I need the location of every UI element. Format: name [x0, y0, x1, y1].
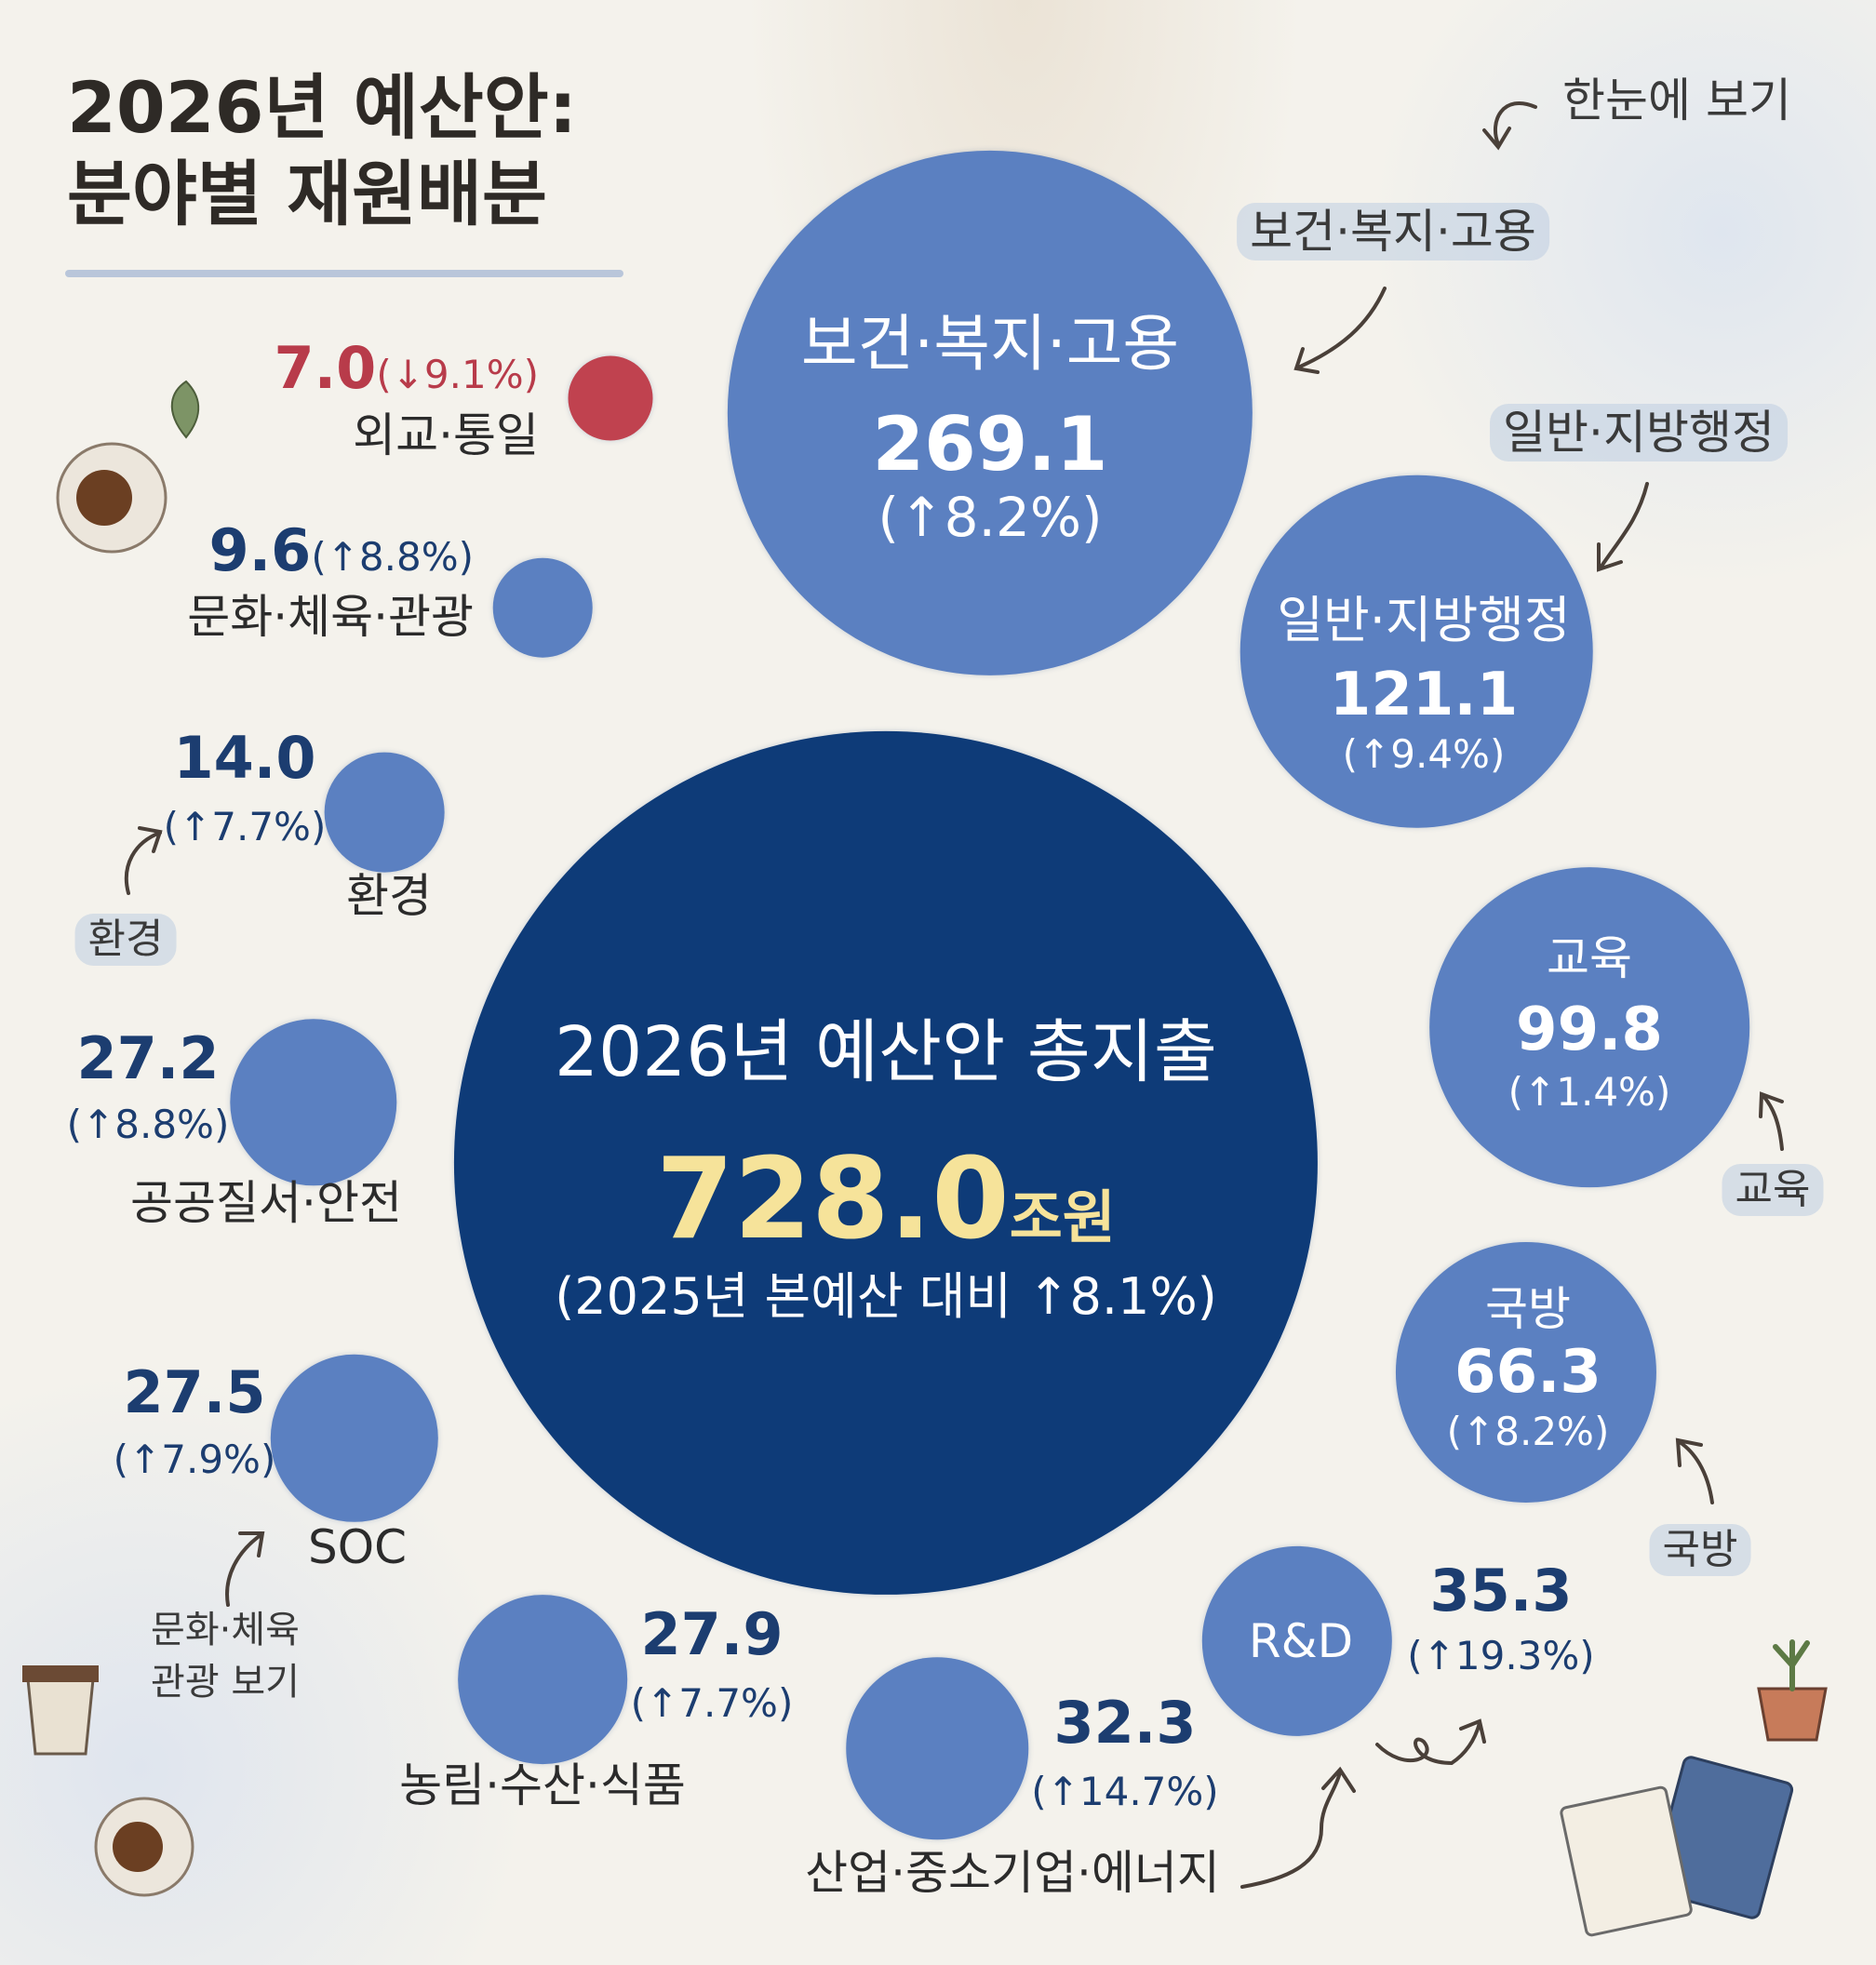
arrow-icon	[225, 1531, 265, 1607]
total-value: 728.0	[656, 1135, 1010, 1264]
edu-tag: 교육	[1722, 1164, 1824, 1216]
title-line-2: 분야별 재원배분	[67, 152, 547, 235]
soc-value: 27.5	[123, 1358, 266, 1426]
coffee-cup-icon	[94, 1797, 194, 1897]
agri-bubble	[458, 1595, 627, 1764]
culture-value: 9.6	[208, 516, 312, 584]
overview-annotation: 한눈에 보기	[1562, 74, 1791, 127]
env-name: 환경	[346, 869, 432, 923]
admin-bubble	[1240, 475, 1593, 828]
agri-value: 27.9	[640, 1600, 784, 1668]
health-bubble	[727, 150, 1253, 676]
culture-value-row: 9.6(↑8.8%)	[208, 522, 474, 580]
arrow-icon	[1597, 482, 1649, 572]
health-name: 보건·복지·고용	[800, 308, 1180, 380]
safety-name: 공공질서·안전	[130, 1176, 402, 1230]
plant-icon	[1757, 1639, 1828, 1742]
diplomacy-change: (↓9.1%)	[376, 352, 539, 397]
culture-name: 문화·체육·관광	[187, 590, 474, 644]
arrow-icon	[1675, 1437, 1714, 1504]
safety-change: (↑8.8%)	[66, 1102, 230, 1147]
culture-bubble	[492, 557, 593, 658]
agri-change: (↑7.7%)	[630, 1680, 794, 1726]
page-title: 2026년 예산안: 분야별 재원배분	[67, 65, 577, 237]
total-unit: 조원	[1009, 1183, 1116, 1251]
culture-change: (↑8.8%)	[311, 534, 474, 580]
env-value: 14.0	[173, 724, 316, 792]
arrow-icon	[1375, 1718, 1486, 1766]
edu-bubble	[1429, 867, 1749, 1187]
edu-value: 99.8	[1516, 996, 1663, 1064]
defense-value: 66.3	[1454, 1338, 1601, 1407]
arrow-icon	[1240, 1766, 1356, 1889]
health-value: 269.1	[872, 401, 1108, 488]
title-underline	[65, 270, 623, 277]
total-change: (2025년 본예산 대비 ↑8.1%)	[555, 1267, 1217, 1326]
env-bubble	[324, 752, 445, 873]
soc-change: (↑7.9%)	[113, 1437, 276, 1482]
industry-bubble	[846, 1657, 1028, 1839]
coffee-cup-icon	[56, 442, 168, 554]
edu-name: 교육	[1547, 931, 1632, 985]
safety-bubble	[230, 1019, 397, 1186]
arrow-icon	[1293, 287, 1387, 374]
admin-value: 121.1	[1329, 661, 1519, 729]
env-tag: 환경	[74, 914, 177, 966]
leaf-icon	[170, 380, 200, 439]
industry-change: (↑14.7%)	[1031, 1769, 1219, 1814]
health-tag: 보건·복지·고용	[1237, 203, 1549, 261]
arrow-icon	[1759, 1091, 1784, 1151]
defense-change: (↑8.2%)	[1446, 1409, 1610, 1454]
soc-name: SOC	[307, 1520, 408, 1574]
defense-tag: 국방	[1649, 1524, 1751, 1576]
rnd-change: (↑19.3%)	[1407, 1633, 1595, 1678]
health-change: (↑8.2%)	[878, 486, 1103, 549]
industry-name: 산업·중소기업·에너지	[805, 1846, 1220, 1900]
diplomacy-name: 외교·통일	[353, 408, 539, 462]
agri-name: 농림·수산·식품	[399, 1758, 686, 1812]
edu-change: (↑1.4%)	[1508, 1069, 1671, 1115]
total-label: 2026년 예산안 총지출	[555, 1012, 1217, 1092]
soc-bubble	[270, 1354, 439, 1523]
diplomacy-value: 7.0	[274, 334, 377, 402]
rnd-value: 35.3	[1429, 1557, 1573, 1624]
culture-tag: 문화·체육 관광 보기	[151, 1604, 300, 1708]
admin-name: 일반·지방행정	[1277, 591, 1571, 649]
total-bubble	[453, 730, 1319, 1596]
total-value-row: 728.0조원	[656, 1144, 1116, 1256]
arrow-icon	[124, 826, 163, 895]
industry-value: 32.3	[1053, 1689, 1197, 1757]
defense-name: 국방	[1485, 1282, 1571, 1336]
rnd-name: R&D	[1248, 1614, 1354, 1668]
notebook-icon	[1560, 1756, 1794, 1937]
safety-value: 27.2	[76, 1024, 220, 1092]
coffee-to-go-icon	[22, 1665, 99, 1756]
rnd-bubble	[1201, 1545, 1393, 1737]
arrow-icon	[1482, 101, 1537, 151]
culture-tag-line-1: 문화·체육	[151, 1609, 300, 1651]
diplomacy-bubble	[568, 355, 653, 441]
diplomacy-value-row: 7.0(↓9.1%)	[274, 340, 539, 397]
admin-change: (↑9.4%)	[1342, 731, 1506, 777]
admin-tag: 일반·지방행정	[1490, 404, 1788, 461]
title-line-1: 2026년 예산안:	[67, 66, 578, 149]
defense-bubble	[1395, 1241, 1657, 1504]
culture-tag-line-2: 관광 보기	[151, 1661, 300, 1704]
env-change: (↑7.7%)	[163, 804, 327, 849]
